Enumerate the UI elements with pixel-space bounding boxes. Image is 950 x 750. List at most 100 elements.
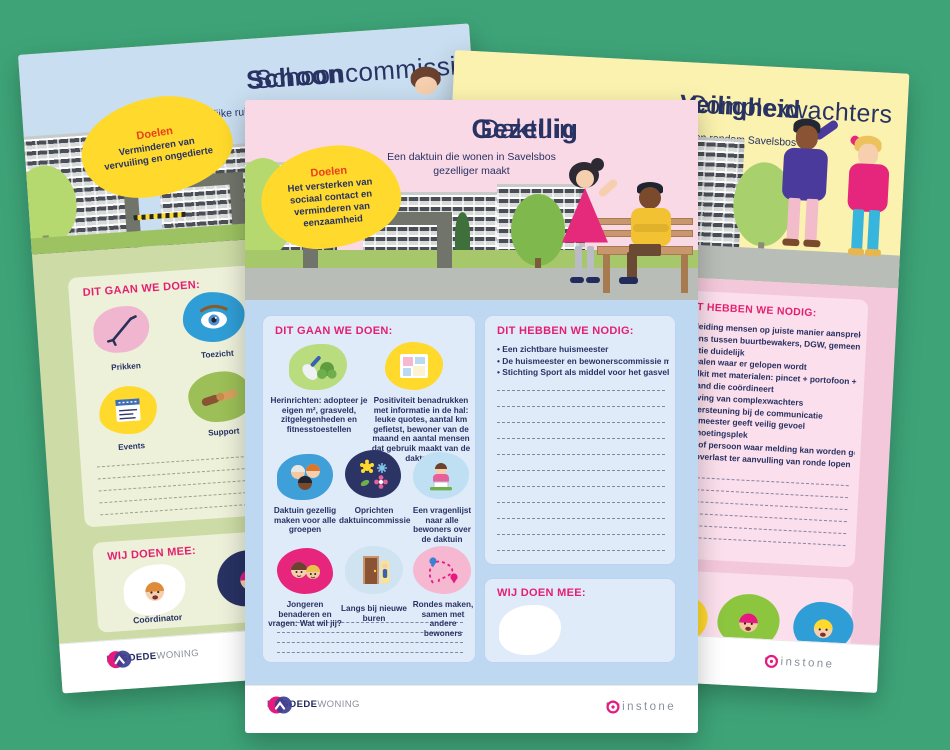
schoon-footer: DEGOEDEWONING [59,612,514,694]
woman-waving-arm [597,177,619,199]
dashed-writing-line [675,500,848,511]
woman-shoe [847,247,865,256]
coordinator-avatar [121,562,188,617]
poster-veiligheid-complexwachters: Veiligheid Complexwachters en rondom Save… [422,50,910,693]
twinstone-logo-text: twinstone [605,701,676,713]
man-shoe [782,238,800,247]
door-visit-icon [345,546,403,594]
dashed-writing-line [277,642,463,643]
woman-face [576,170,594,188]
daktuin-mee-panel: WIJ DOEN MEE: [484,578,676,663]
degoedewoning-logo: DEGOEDEWONING [106,647,200,668]
dashed-writing-line [674,524,847,535]
man-shoe [803,239,821,248]
action-label: Oprichten daktuincommissie [339,506,411,525]
dashed-writing-line [497,438,665,439]
dashed-writing-line [497,406,665,407]
daktuin-subtitle-line2: gezelliger maakt [433,165,510,177]
pink-cap-avatar [716,592,781,650]
schoon-doen-panel: DIT GAAN WE DOEN: Prikken Toezicht Event… [67,250,475,528]
man-folded-arms [633,224,669,232]
walking-route-icon [413,546,471,594]
daktuin-header: Gezellig Daktuin Een daktuin die wonen in… [245,100,698,300]
woman-pants [851,209,865,250]
grass-strip [245,250,698,272]
woman-leg [575,246,582,278]
daktuin-subtitle-line1: Een daktuin die wonen in Savelsbos [387,151,556,163]
degoedewoning-logo-icon [268,696,292,713]
twinstone-logo: twinstone [764,654,835,671]
woman-shoe [864,248,882,257]
dashed-writing-line [277,632,463,633]
blonde-avatar [792,600,855,654]
bench-leg [681,255,688,293]
veiligheid-title-rest: Complexwachters [687,90,894,129]
dashed-writing-line [497,390,665,391]
woman-shoe [570,277,584,283]
doelen-label: Doelen [310,164,348,180]
bench-leg [603,255,610,293]
dashed-writing-line [277,652,463,653]
woman-pants [867,209,881,251]
dashed-writing-line [497,486,665,487]
action-label: Herinrichten: adopteer je eigen m², gras… [270,396,368,434]
veiligheid-mee-panel: WIJ DOEN MEE: ren en 2 jongeren van dive… [463,559,855,672]
man-thigh [629,244,661,256]
daktuin-nodig-panel: DIT HEBBEN WE NODIG: Een zichtbare huism… [484,315,676,565]
woman-leg [587,246,594,278]
nodig-bullet: Een zichtbare huismeester [497,344,669,356]
logo-text-goede: GOEDE [281,699,318,710]
twinstone-logo-icon [606,700,620,714]
man-face [639,187,661,209]
veiligheid-title: Veiligheid Complexwachters [454,78,908,129]
dashed-writing-line [676,488,849,499]
avatar-label: Coördinator [132,611,183,626]
nodig-heading: DIT HEBBEN WE NODIG: [497,325,634,337]
nodig-bullets: Een zichtbare huismeester De huismeester… [497,344,669,379]
gate-post [437,212,452,286]
twinstone-logo: twinstone [605,700,676,714]
daktuin-doen-panel: DIT GAAN WE DOEN: Herinrichten: adopteer… [262,315,476,663]
degoedewoning-logo: DEGOEDEWONING [267,696,360,713]
litter-picker-icon [91,304,151,355]
dashed-writing-line [497,518,665,519]
action-label: Jongeren benaderen en vragen: Wat wil ji… [268,600,342,629]
tree-trunk [535,258,541,274]
action-label: Langs bij nieuwe buren [341,604,407,623]
schoon-title: Schoon Schooncommissie [20,49,472,95]
dashed-writing-line [497,550,665,551]
youth-faces-icon [277,548,333,594]
tree [511,194,565,266]
man-shin [627,252,637,279]
nodig-heading: DIT HEBBEN WE NODIG: [685,300,817,320]
poster-gezellig-daktuin: Gezellig Daktuin Een daktuin die wonen in… [245,100,698,733]
action-label: Daktuin gezellig maken voor alle groepen [273,506,337,535]
noticeboard-icon [385,342,443,390]
dashed-writing-line [497,470,665,471]
empty-avatar-blob [499,605,561,655]
dashed-writing-line [497,422,665,423]
doen-heading: DIT GAAN WE DOEN: [82,278,201,300]
survey-laptop-icon [413,452,469,499]
mee-heading: WIJ DOEN MEE: [106,544,197,563]
action-label: Rondes maken, samen met andere bewoners [412,600,474,638]
calendar-icon [97,384,159,437]
man-face [795,124,819,151]
nodig-bullet: De huismeester en bewonerscommissie make… [497,356,669,368]
dashed-writing-line [497,534,665,535]
handshake-icon [186,369,254,424]
degoedewoning-logo-icon [107,650,132,668]
logo-text-woning: WONING [156,647,200,662]
man-shoe [619,277,638,284]
nodig-lines: Opleiding mensen op juiste manier aanspr… [678,320,861,471]
daktuin-footer: DEGOEDEWONING twinstone [245,685,698,733]
dashed-writing-line [676,476,849,487]
doelen-text: Het versterken van sociaal contact en ve… [287,176,373,230]
doen-heading: DIT GAAN WE DOEN: [275,325,393,337]
woman-shoe [586,277,600,283]
dashed-writing-line [675,512,847,523]
action-label: Een vragenlijst naar alle bewoners over … [412,506,472,544]
man-sweater [781,147,829,202]
trowel-garden-icon [289,344,347,390]
mee-heading: WIJ DOEN MEE: [497,587,586,599]
